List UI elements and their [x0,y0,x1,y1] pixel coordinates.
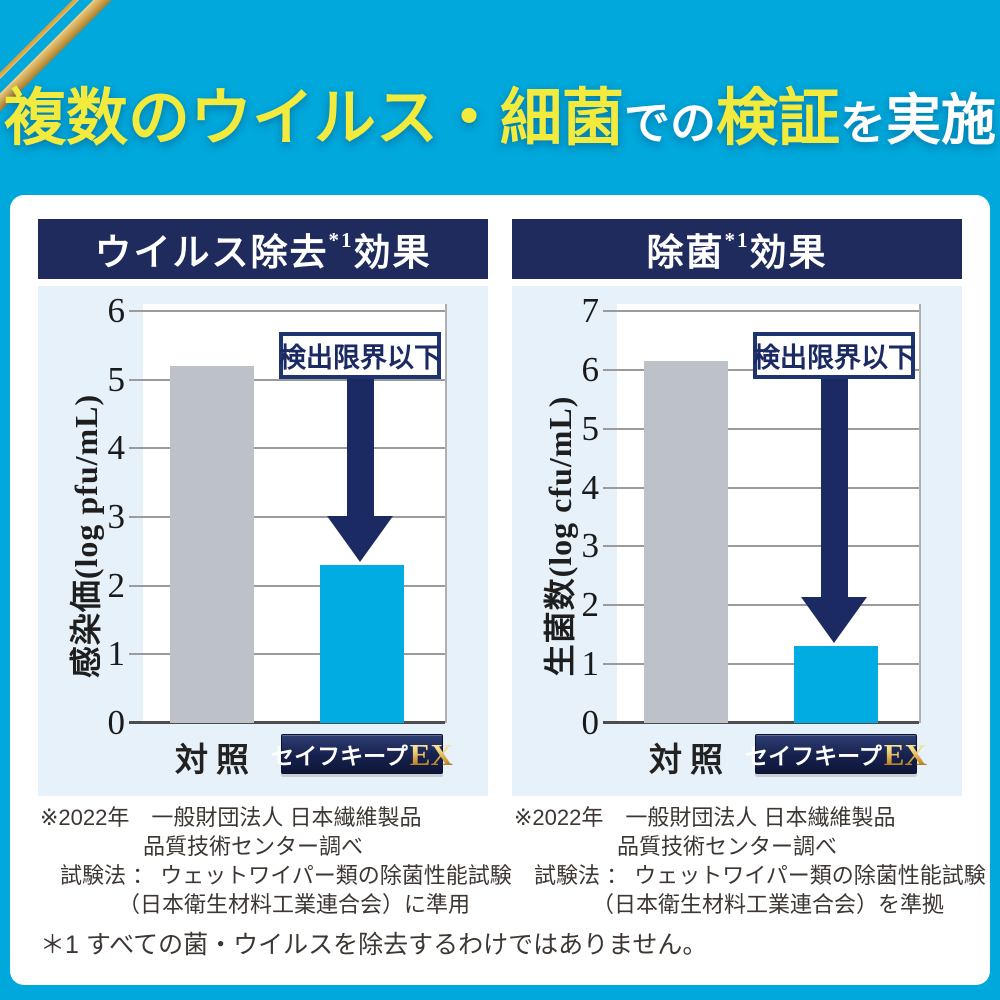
y-tick-label: 0 [581,703,600,742]
footnote-line: ※2022年 一般財団法人 日本繊維製品 [514,805,896,830]
footnote-line: （日本衛生材料工業連合会）に準用 [118,892,471,917]
x-axis-baseline [129,721,445,724]
gridline [129,516,445,518]
y-tick-label: 6 [107,291,126,330]
title-segment: 複数のウイルス・細菌 [3,85,624,154]
y-tick-label: 1 [107,634,126,674]
footnote-line: ※2022年 一般財団法人 日本繊維製品 [40,805,422,830]
y-tick-label: 1 [581,644,600,684]
footnote-line: 品質技術センター調べ [617,834,838,859]
x-label-control: 対照 [175,743,257,779]
virus-plot-area: 検出限界以下 0 1 2 3 4 5 6 [108,291,447,742]
chart-title-main: ウイルス除去 [94,233,329,274]
product-badge-name: セイフキープ [271,743,408,769]
y-tick-label: 3 [107,497,126,536]
chart-title-main: 除菌 [646,233,725,274]
product-bar [320,565,404,723]
y-tick-label: 6 [581,349,600,389]
y-tick-label: 5 [581,408,600,448]
gridline [603,545,919,548]
footnote-line: 品質技術センター調べ [143,834,364,859]
x-axis-baseline [603,721,919,724]
control-bar [170,366,254,723]
y-tick-label: 4 [581,467,600,507]
y-tick-label: 3 [581,526,600,566]
asterisk-disclaimer: ＊1 すべての菌・ウイルスを除去するわけではありません。 [40,931,708,959]
virus-footnote: ※2022年 一般財団法人 日本繊維製品 品質技術センター調べ 試験法 ： ウェ… [38,803,512,919]
gridline [129,378,445,381]
title-segment: 実施 [886,90,997,152]
down-arrow-icon [327,516,393,563]
product-badge-ex: EX [883,736,927,772]
page-title: 複数のウイルス・細菌での検証を実施 [0,79,1000,160]
gridline [603,427,919,430]
title-segment: を [840,98,886,150]
title-segment: での [623,98,716,150]
gridline [129,310,445,312]
x-label-control: 対照 [649,743,731,779]
footnote-line: 試験法 ： ウェットワイパー類の除菌性能試験 [60,863,512,888]
down-arrow-shaft [821,377,848,600]
footnote-line: 試験法 ： ウェットワイパー類の除菌性能試験 [534,863,986,888]
footnote-line: （日本衛生材料工業連合会）を準拠 [592,892,945,917]
gridline [603,604,919,607]
detection-limit-callout: 検出限界以下 [753,332,915,379]
down-arrow-shaft [347,377,374,519]
gridline [129,447,445,450]
detection-limit-callout: 検出限界以下 [279,332,441,379]
y-tick-label: 7 [581,291,600,330]
control-bar [644,361,728,723]
y-tick-label: 4 [107,428,126,468]
gridline [603,663,919,666]
bacteria-footnote: ※2022年 一般財団法人 日本繊維製品 品質技術センター調べ 試験法 ： ウェ… [512,803,986,919]
product-badge-name: セイフキープ [745,743,882,769]
title-segment: 検証 [715,85,840,154]
chart-title-bacteria: 除菌 *1 効果 [512,219,962,279]
chart-title-virus: ウイルス除去 *1 効果 [38,219,488,279]
y-tick-label: 2 [581,585,600,625]
chart-title-tail: 効果 [353,233,432,274]
product-badge-ex: EX [409,736,453,772]
bacteria-plot-area: 検出限界以下 0 1 2 3 4 5 6 7 [582,291,921,742]
gridline [129,653,445,656]
gridline [129,584,445,587]
y-tick-label: 0 [107,703,126,742]
product-badge: セイフキープ EX [745,734,927,774]
product-badge: セイフキープ EX [271,734,453,774]
chart-title-tail: 効果 [749,233,828,274]
y-tick-label: 2 [107,565,126,605]
product-bar [794,646,878,723]
gridline [603,310,919,312]
gridline [603,486,919,489]
down-arrow-icon [801,597,867,644]
y-tick-label: 5 [107,359,126,399]
